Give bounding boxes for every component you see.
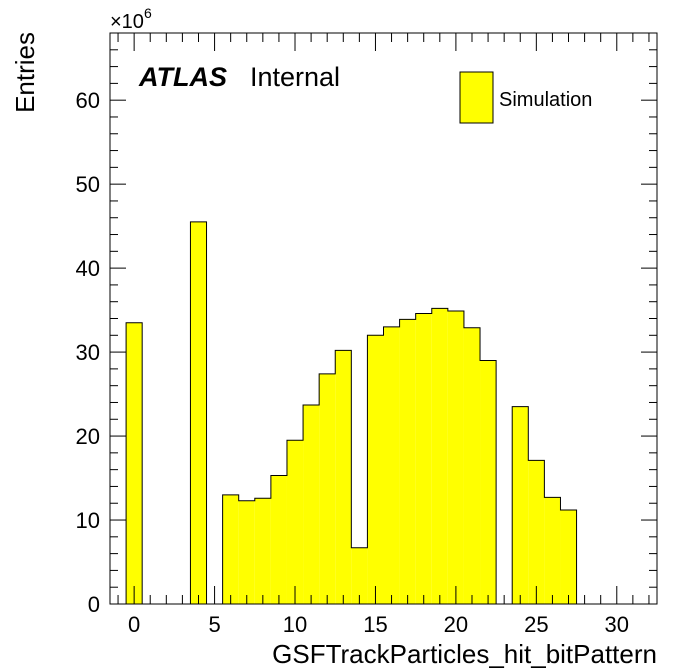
histogram-bar [270, 475, 287, 604]
x-axis-label: GSFTrackParticles_hit_bitPattern [272, 639, 657, 669]
histogram-bar [190, 221, 207, 604]
x-tick-label: 5 [208, 612, 220, 637]
y-axis-multiplier: ×106 [110, 5, 152, 33]
histogram-bar [447, 310, 464, 604]
x-tick-label: 15 [363, 612, 387, 637]
y-tick-label: 10 [76, 508, 100, 533]
y-tick-label: 20 [76, 424, 100, 449]
histogram-bar [254, 498, 271, 604]
x-tick-label: 30 [605, 612, 629, 637]
x-tick-label: 25 [524, 612, 548, 637]
histogram-bar [544, 497, 561, 604]
histogram-bar [415, 313, 432, 604]
axis-ticks [110, 32, 657, 605]
histogram-bar [463, 327, 481, 604]
histogram-bar [126, 322, 143, 604]
y-axis-label: Entries [10, 32, 40, 113]
y-tick-label: 60 [76, 88, 100, 113]
y-tick-label: 0 [88, 592, 100, 617]
histogram-bar [286, 440, 304, 604]
legend-label: Simulation [499, 89, 592, 111]
histogram-bar [367, 335, 384, 604]
histogram-bar [319, 373, 336, 604]
histogram-bar [512, 406, 529, 604]
histogram-bar [480, 360, 497, 604]
histogram-bar [303, 404, 320, 604]
legend-swatch [459, 71, 494, 124]
x-tick-label: 20 [444, 612, 468, 637]
histogram-bar [560, 509, 577, 604]
atlas-label: ATLAS [138, 62, 227, 92]
histogram-bar [383, 326, 400, 604]
histogram-bar [431, 308, 448, 604]
histogram-bars [126, 221, 577, 604]
x-tick-label: 0 [128, 612, 140, 637]
axis-tick-labels: 0 5 10 15 20 25 30 0 10 20 30 40 50 60 [76, 88, 630, 637]
x-tick-label: 10 [283, 612, 307, 637]
atlas-sublabel: Internal [250, 62, 340, 92]
histogram-bar [335, 350, 352, 604]
y-tick-label: 30 [76, 340, 100, 365]
histogram-bar [528, 460, 545, 604]
histogram-bar [351, 547, 368, 604]
y-tick-label: 50 [76, 172, 100, 197]
histogram-bar [238, 500, 255, 604]
histogram-bar [399, 319, 416, 604]
histogram-bar [222, 494, 239, 604]
y-tick-label: 40 [76, 256, 100, 281]
